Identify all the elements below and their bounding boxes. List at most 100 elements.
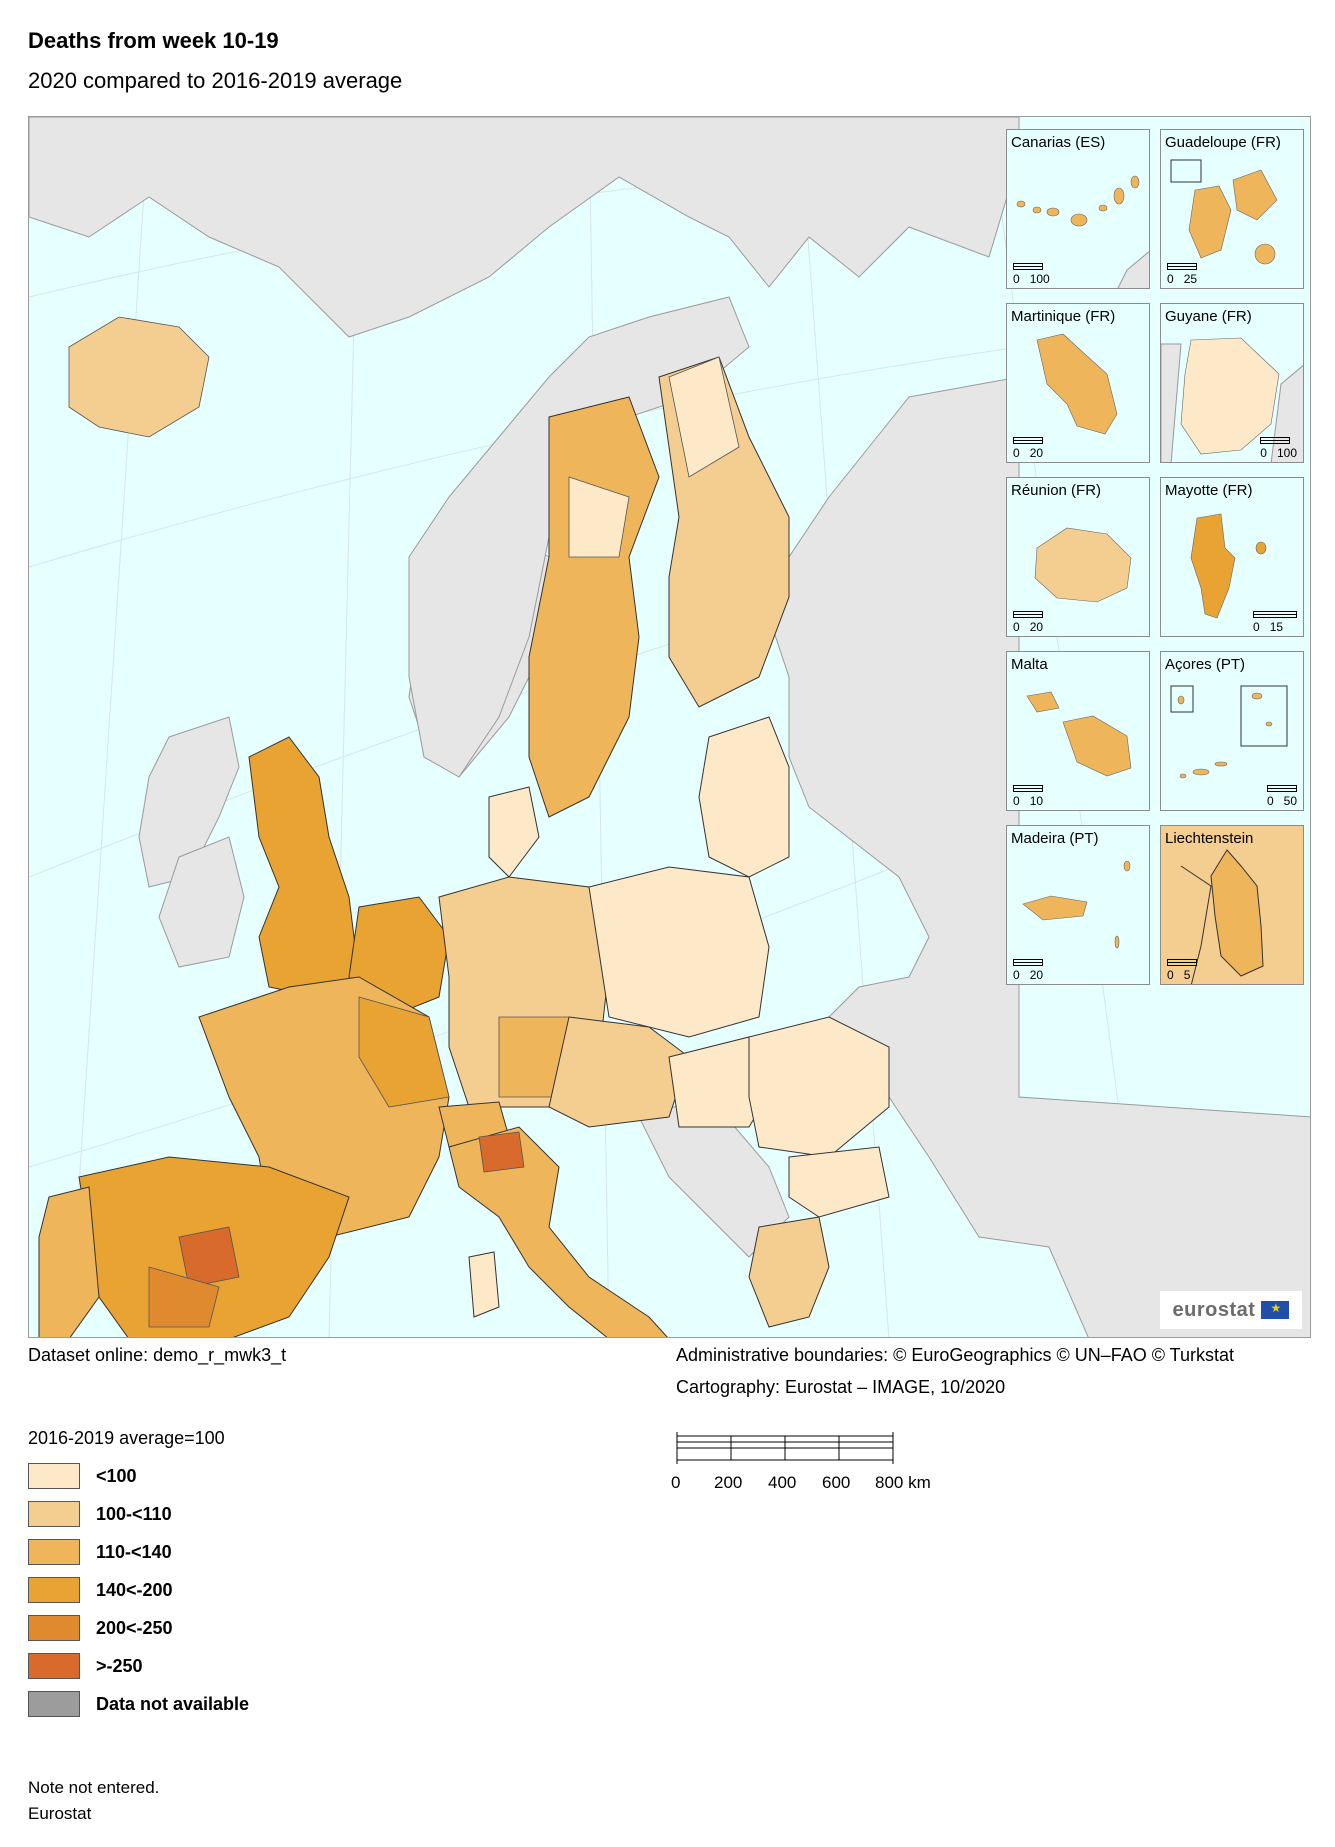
inset-scale: 0 20: [1013, 959, 1043, 982]
inset-map: [1026, 691, 1132, 777]
region-sardinia[interactable]: [468, 1251, 500, 1318]
inset-label: Martinique (FR): [1011, 308, 1116, 325]
inset-map: [1016, 175, 1149, 288]
inset-martinique[interactable]: Martinique (FR) 0 20: [1006, 303, 1150, 463]
eurostat-logo: eurostat: [1160, 1291, 1302, 1329]
inset-map: [1170, 159, 1278, 265]
region-france-east[interactable]: [358, 996, 450, 1108]
note-text: Note not entered.: [28, 1778, 160, 1797]
inset-label: Malta: [1011, 656, 1048, 673]
scale-tick: 800 km: [875, 1473, 931, 1492]
scale-tick: 400: [768, 1473, 797, 1492]
legend-swatch: [28, 1615, 80, 1641]
inset-guyane[interactable]: Guyane (FR) 0 100: [1160, 303, 1304, 463]
inset-guadeloupe[interactable]: Guadeloupe (FR) 0 25: [1160, 129, 1304, 289]
region-madrid[interactable]: [178, 1226, 240, 1288]
legend-label: 110-<140: [96, 1541, 172, 1562]
map-title: Deaths from week 10-19: [28, 28, 279, 53]
region-norway: [408, 296, 750, 778]
region-italy[interactable]: [448, 1126, 669, 1338]
legend-item: 200<-250: [28, 1614, 173, 1642]
source-text: Eurostat: [28, 1804, 92, 1823]
region-finland-north[interactable]: [668, 356, 740, 478]
scale-tick: 600: [822, 1473, 851, 1492]
legend-item: >-250: [28, 1652, 143, 1680]
inset-map: [1190, 513, 1267, 619]
inset-label: Madeira (PT): [1011, 830, 1099, 847]
scale-tick: 0: [671, 1473, 681, 1492]
inset-acores[interactable]: Açores (PT) 0 50: [1160, 651, 1304, 811]
inset-scale: 0 25: [1167, 263, 1197, 286]
inset-label: Liechtenstein: [1165, 830, 1254, 847]
scale-bar-labels: 0 200 400 600 800 km: [671, 1471, 976, 1493]
inset-map: [1022, 860, 1131, 949]
legend-swatch: [28, 1577, 80, 1603]
legend-item: 140<-200: [28, 1576, 173, 1604]
boundaries-credit: Administrative boundaries: © EuroGeograp…: [676, 1345, 1235, 1365]
inset-scale: 0 15: [1253, 611, 1297, 634]
legend-label: <100: [96, 1465, 137, 1486]
inset-map: [1170, 685, 1288, 779]
inset-map: [1036, 333, 1118, 435]
legend-item: Data not available: [28, 1690, 249, 1718]
map-frame[interactable]: Canarias (ES) 0 100 Guadeloupe (FR): [28, 116, 1311, 1338]
legend-title: 2016-2019 average=100: [28, 1428, 225, 1448]
dataset-note: Dataset online: demo_r_mwk3_t: [28, 1345, 287, 1365]
inset-malta[interactable]: Malta 0 10: [1006, 651, 1150, 811]
europe-map[interactable]: [29, 117, 1311, 1338]
inset-madeira[interactable]: Madeira (PT) 0 20: [1006, 825, 1150, 985]
inset-label: Guadeloupe (FR): [1165, 134, 1281, 151]
region-greece[interactable]: [748, 1216, 830, 1328]
inset-label: Açores (PT): [1165, 656, 1246, 673]
inset-map: [1034, 527, 1132, 603]
legend-item: <100: [28, 1462, 137, 1490]
inset-label: Mayotte (FR): [1165, 482, 1253, 499]
inset-label: Réunion (FR): [1011, 482, 1102, 499]
region-lombardy[interactable]: [478, 1131, 525, 1173]
inset-label: Canarias (ES): [1011, 134, 1106, 151]
scale-bar: 0 200 400 600 800 km: [671, 1432, 976, 1493]
inset-label: Guyane (FR): [1165, 308, 1252, 325]
legend-swatch: [28, 1501, 80, 1527]
region-portugal[interactable]: [38, 1186, 100, 1338]
inset-scale: 0 20: [1013, 437, 1043, 460]
region-castilla-la-mancha[interactable]: [148, 1266, 220, 1328]
region-sweden[interactable]: [528, 396, 660, 818]
inset-map: [1180, 849, 1264, 984]
legend-swatch: [28, 1653, 80, 1679]
scale-tick: 200: [714, 1473, 743, 1492]
inset-scale: 0 20: [1013, 611, 1043, 634]
scale-bar-graphic: [676, 1432, 894, 1464]
region-sweden-north[interactable]: [568, 476, 630, 558]
inset-scale: 0 100: [1260, 437, 1297, 460]
region-iceland[interactable]: [68, 316, 210, 438]
legend-item: 110-<140: [28, 1538, 172, 1566]
legend-item: 100-<110: [28, 1500, 172, 1528]
cartography-credit: Cartography: Eurostat – IMAGE, 10/2020: [676, 1377, 1006, 1397]
inset-scale: 0 50: [1266, 785, 1297, 808]
inset-scale: 0 100: [1013, 263, 1050, 286]
logo-text: eurostat: [1172, 1298, 1256, 1321]
inset-canarias[interactable]: Canarias (ES) 0 100: [1006, 129, 1150, 289]
legend-swatch: [28, 1691, 80, 1717]
inset-scale: 0 10: [1013, 785, 1043, 808]
region-ireland: [158, 836, 245, 968]
legend-label: 140<-200: [96, 1579, 173, 1600]
legend-label: 100-<110: [96, 1503, 172, 1524]
legend-swatch: [28, 1539, 80, 1565]
inset-mayotte[interactable]: Mayotte (FR) 0 15: [1160, 477, 1304, 637]
legend-label: 200<-250: [96, 1617, 173, 1638]
region-denmark[interactable]: [488, 786, 540, 878]
legend-label: Data not available: [96, 1693, 250, 1714]
region-baltics[interactable]: [698, 716, 790, 878]
legend-label: >-250: [96, 1655, 143, 1676]
region-bulgaria[interactable]: [788, 1146, 890, 1218]
eu-flag-icon: [1261, 1301, 1290, 1319]
region-poland[interactable]: [588, 866, 770, 1038]
inset-reunion[interactable]: Réunion (FR) 0 20: [1006, 477, 1150, 637]
map-subtitle: 2020 compared to 2016-2019 average: [28, 68, 403, 93]
region-romania[interactable]: [748, 1016, 890, 1158]
region-czech-austria[interactable]: [548, 1016, 690, 1128]
